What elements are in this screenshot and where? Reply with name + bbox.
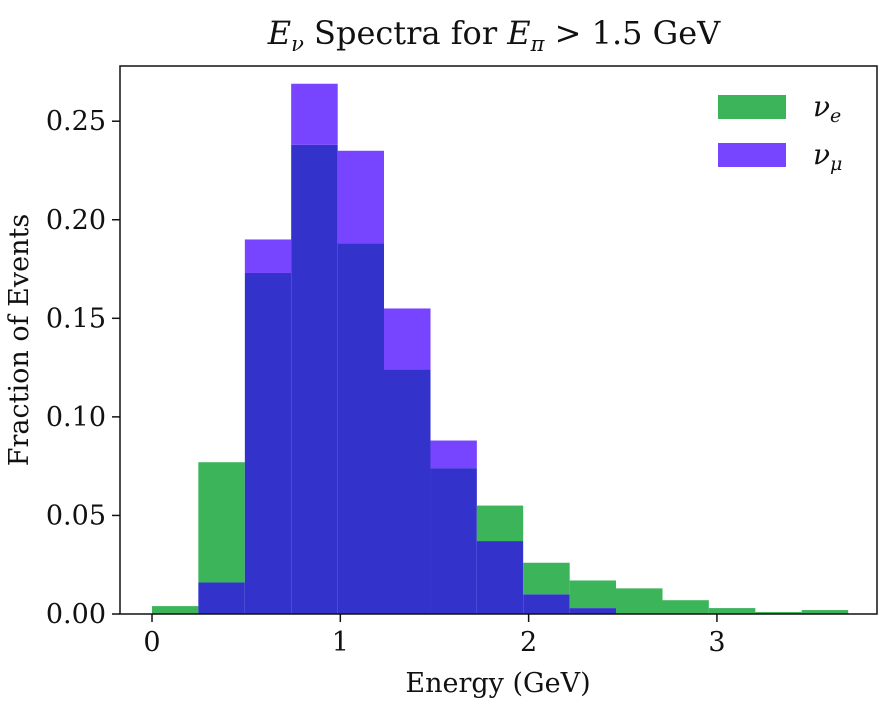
bar-nu-e-bin-1 bbox=[198, 462, 245, 583]
x-axis-title: Energy (GeV) bbox=[405, 668, 590, 699]
y-tick-label: 0.00 bbox=[46, 599, 106, 630]
x-tick-label: 0 bbox=[143, 627, 160, 658]
y-tick-label: 0.25 bbox=[46, 106, 106, 137]
plot-frame bbox=[119, 65, 878, 615]
bar-overlap-bin-4 bbox=[337, 243, 385, 614]
bar-nu-mu-bin-2 bbox=[244, 239, 292, 273]
bar-overlap-bin-1 bbox=[198, 582, 245, 614]
bar-nu-e-bin-10 bbox=[616, 588, 663, 614]
y-tick-label: 0.10 bbox=[46, 402, 106, 433]
bar-nu-mu-bin-4 bbox=[337, 150, 385, 244]
bar-nu-e-bin-12 bbox=[708, 608, 756, 614]
y-tick-label: 0.20 bbox=[46, 205, 106, 236]
bar-nu-e-bin-9 bbox=[569, 580, 617, 609]
bar-overlap-bin-2 bbox=[244, 272, 292, 614]
legend-swatch-nu-e bbox=[718, 95, 786, 119]
chart-title: Eν Spectra for Eπ > 1.5 GeV bbox=[267, 14, 721, 56]
legend-swatch-nu-mu bbox=[718, 143, 786, 167]
bar-nu-e-bin-14 bbox=[801, 610, 849, 614]
legend-label-nu-e: νe bbox=[813, 90, 841, 127]
bar-nu-e-bin-13 bbox=[755, 612, 802, 614]
x-tick-label: 3 bbox=[708, 627, 725, 658]
x-axis-ticks: 0 1 2 3 bbox=[143, 614, 726, 658]
bar-nu-mu-bin-5 bbox=[384, 308, 431, 370]
legend-label-nu-mu: νμ bbox=[813, 138, 842, 175]
y-tick-label: 0.15 bbox=[46, 303, 106, 334]
bar-nu-mu-bin-3 bbox=[291, 83, 338, 145]
bar-overlap-bin-6 bbox=[430, 468, 477, 614]
bar-nu-e-bin-0 bbox=[152, 606, 199, 614]
bar-nu-e-bin-7 bbox=[476, 505, 524, 542]
bar-overlap-bin-7 bbox=[476, 541, 524, 614]
bar-overlap-bin-3 bbox=[291, 144, 338, 614]
bar-overlap-bin-9 bbox=[569, 608, 617, 614]
y-axis-title: Fraction of Events bbox=[4, 214, 35, 466]
bars-group bbox=[152, 83, 849, 614]
bar-nu-mu-bin-6 bbox=[430, 440, 477, 469]
y-tick-label: 0.05 bbox=[46, 500, 106, 531]
x-tick-label: 1 bbox=[332, 627, 349, 658]
x-tick-label: 2 bbox=[520, 627, 537, 658]
y-axis-ticks: 0.00 0.05 0.10 0.15 0.20 0.25 bbox=[46, 106, 120, 630]
bar-nu-e-bin-11 bbox=[662, 600, 709, 614]
bar-overlap-bin-8 bbox=[523, 594, 570, 614]
legend: νe νμ bbox=[718, 90, 842, 175]
bar-overlap-bin-5 bbox=[384, 369, 431, 614]
bar-nu-e-bin-8 bbox=[523, 562, 570, 595]
